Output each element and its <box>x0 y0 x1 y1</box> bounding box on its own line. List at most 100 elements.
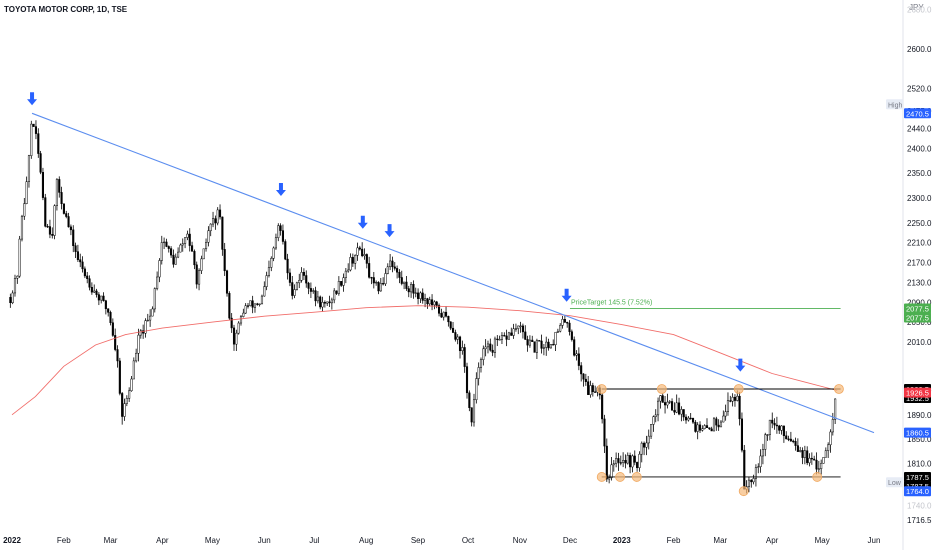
candle <box>204 238 208 252</box>
candle <box>477 362 480 386</box>
candle-down <box>619 462 622 464</box>
candle <box>449 321 452 331</box>
candle <box>803 445 806 465</box>
candle-down <box>307 282 310 289</box>
candle-down <box>810 457 813 460</box>
candle <box>650 423 653 439</box>
candle <box>659 394 662 409</box>
x-tick-label: 2022 <box>3 536 21 545</box>
candle <box>193 249 196 270</box>
candle <box>235 329 238 351</box>
y-tick-label: 1810.0 <box>907 459 932 468</box>
candle <box>216 207 219 226</box>
candle <box>365 253 368 269</box>
candle-up <box>561 318 564 326</box>
candle-down <box>447 316 450 323</box>
candle-down <box>104 300 107 310</box>
candle <box>771 412 774 429</box>
candle <box>431 294 434 311</box>
candle <box>379 278 382 292</box>
candle-up <box>433 301 436 306</box>
candle-down <box>51 234 54 236</box>
candle-up <box>608 477 611 480</box>
candle <box>424 293 427 308</box>
candle <box>503 332 506 337</box>
candle <box>69 224 72 236</box>
candle <box>107 308 110 317</box>
candle <box>442 311 445 321</box>
y-tick-label: 1890.0 <box>907 411 932 420</box>
candle-down <box>794 441 797 446</box>
candle-up <box>298 280 301 284</box>
candle-down <box>305 275 308 284</box>
candle-up <box>768 419 771 435</box>
candle <box>286 253 289 280</box>
candle <box>619 455 622 466</box>
candle <box>237 321 240 335</box>
candle <box>251 295 254 314</box>
candle <box>743 444 746 490</box>
candle-up <box>211 218 215 225</box>
candle-down <box>191 245 194 252</box>
candle-up <box>719 421 723 428</box>
touch-marker <box>656 384 667 394</box>
candle <box>638 451 641 472</box>
down-arrow-icon <box>735 358 746 372</box>
candle <box>708 427 711 430</box>
candle-down <box>496 338 499 340</box>
candle-down <box>97 294 100 301</box>
candle-down <box>323 302 326 304</box>
touch-marker <box>615 472 625 482</box>
candle-down <box>778 425 781 431</box>
candle <box>624 454 627 469</box>
candle <box>97 292 100 306</box>
x-tick-label: Jun <box>868 536 881 545</box>
candle <box>32 123 35 127</box>
candle-up <box>163 241 166 244</box>
candle <box>181 238 184 252</box>
candle <box>456 334 459 345</box>
candle-down <box>407 288 410 293</box>
candle-up <box>650 424 653 437</box>
candle-up <box>186 233 189 238</box>
down-arrow-icon <box>384 224 395 238</box>
candle-down <box>314 290 317 302</box>
candle <box>682 409 685 421</box>
candle <box>815 452 818 475</box>
candle <box>335 290 338 295</box>
candle <box>83 266 86 279</box>
candle-up <box>482 348 485 360</box>
candle <box>104 299 107 315</box>
candle <box>643 441 646 456</box>
candle <box>680 406 683 422</box>
candle-up <box>659 395 662 402</box>
candle-down <box>787 438 790 440</box>
candle-up <box>687 417 690 421</box>
candle-up <box>475 378 478 401</box>
candle <box>30 120 33 159</box>
candle-up <box>13 278 17 294</box>
candle <box>354 254 357 270</box>
candle <box>198 268 201 291</box>
candle-down <box>90 286 93 293</box>
candle-up <box>528 339 531 346</box>
candle-up <box>18 238 21 277</box>
candle <box>820 459 823 476</box>
x-tick-label: Feb <box>667 536 681 545</box>
candle-down <box>750 479 753 483</box>
touch-marker <box>733 384 744 394</box>
candle-up <box>130 378 133 392</box>
price-tag-box <box>886 99 903 110</box>
candle-up <box>379 283 382 292</box>
candle <box>782 425 785 443</box>
candle <box>174 253 177 265</box>
candle-down <box>37 133 40 154</box>
candle <box>510 327 513 336</box>
candle-up <box>11 292 14 304</box>
candle-up <box>589 385 592 395</box>
candle-down <box>167 246 170 249</box>
candle-down <box>46 226 49 228</box>
candle-up <box>780 425 783 431</box>
candle-down <box>435 301 438 306</box>
